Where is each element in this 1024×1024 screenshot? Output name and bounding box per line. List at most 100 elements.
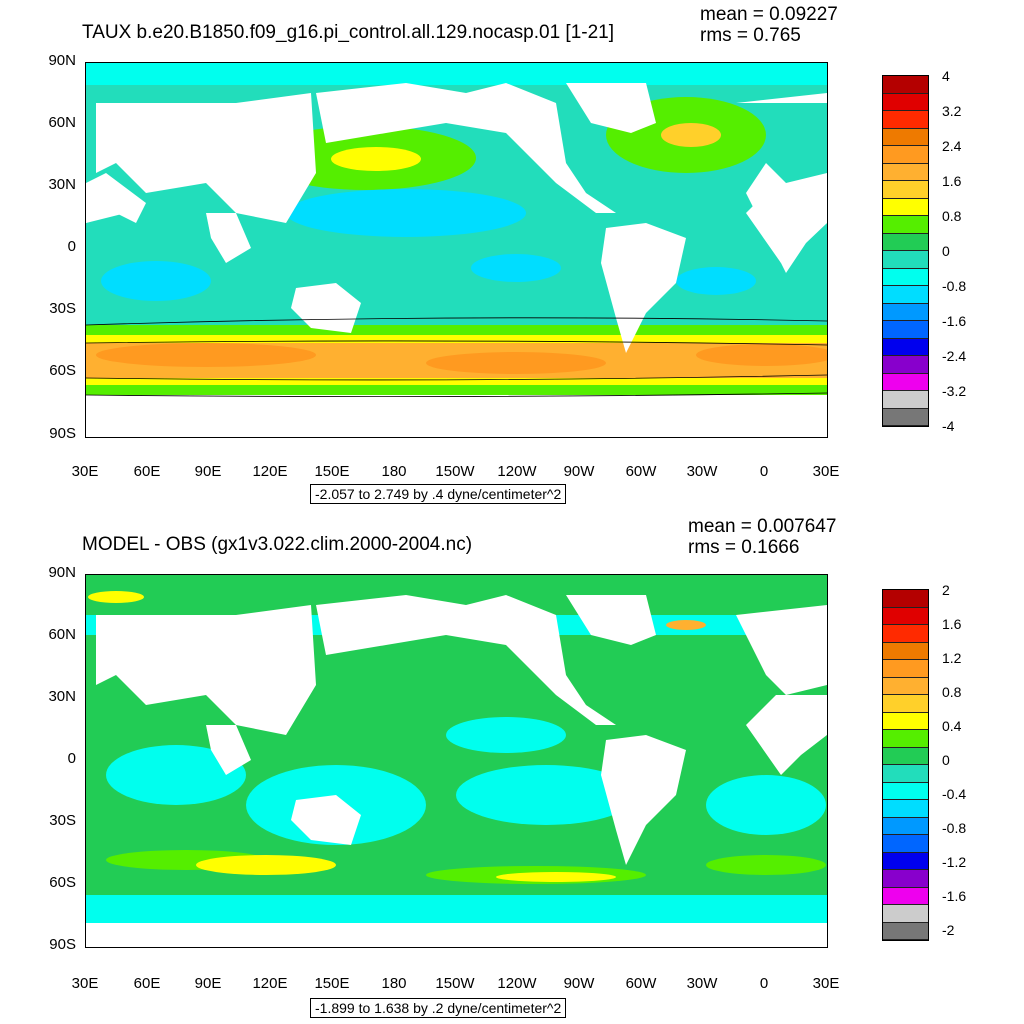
lat-label: 90N — [48, 52, 76, 69]
colorbar-swatch — [883, 76, 928, 94]
colorbar-swatch — [883, 817, 928, 835]
colorbar-swatch — [883, 905, 928, 923]
colorbar-swatch — [883, 922, 928, 940]
lon-label: 0 — [759, 463, 769, 480]
colorbar-swatch — [883, 268, 928, 286]
colorbar-swatch — [883, 321, 928, 339]
lon-label: 60E — [133, 463, 161, 480]
colorbar-label: -2 — [942, 922, 955, 938]
colorbar-swatch — [883, 625, 928, 643]
difference-field-map — [86, 575, 827, 947]
colorbar — [882, 75, 929, 427]
lon-label: 150E — [314, 463, 350, 480]
taux-field-map — [86, 63, 827, 437]
colorbar-swatch — [883, 765, 928, 783]
colorbar-swatch — [883, 233, 928, 251]
colorbar-label: -1.6 — [942, 313, 967, 329]
colorbar-swatch — [883, 198, 928, 216]
colorbar-label: -1.2 — [942, 854, 967, 870]
mean-value: mean = 0.09227 — [700, 4, 838, 25]
colorbar-label: 1.6 — [942, 616, 962, 632]
lon-label: 90E — [194, 463, 222, 480]
colorbar-label: 0 — [942, 243, 950, 259]
lon-label: 60W — [625, 975, 657, 992]
lon-label: 120E — [252, 463, 288, 480]
colorbar-swatch — [883, 93, 928, 111]
lon-label: 90E — [194, 975, 222, 992]
map-plot — [85, 574, 828, 948]
lon-label: 30W — [686, 463, 718, 480]
colorbar-swatch — [883, 747, 928, 765]
colorbar-swatch — [883, 146, 928, 164]
rms-value: rms = 0.1666 — [688, 537, 800, 558]
colorbar-label: 1.2 — [942, 650, 962, 666]
colorbar-label: -1.6 — [942, 888, 967, 904]
lat-label: 0 — [67, 238, 76, 255]
lat-label: 30N — [48, 688, 76, 705]
lat-label: 90S — [49, 425, 76, 442]
lat-label: 30S — [49, 812, 76, 829]
lat-label: 60N — [48, 114, 76, 131]
lat-label: 60S — [49, 362, 76, 379]
lon-label: 30E — [812, 975, 840, 992]
colorbar-label: 1.6 — [942, 173, 962, 189]
lon-label: 30E — [71, 975, 99, 992]
lat-label: 90N — [48, 564, 76, 581]
lat-label: 60N — [48, 626, 76, 643]
colorbar-label: -4 — [942, 418, 955, 434]
colorbar-label: -0.4 — [942, 786, 967, 802]
lat-label: 30S — [49, 300, 76, 317]
colorbar-label: 0.8 — [942, 208, 962, 224]
colorbar-swatch — [883, 870, 928, 888]
lon-label: 180 — [381, 463, 407, 480]
colorbar-label: 0 — [942, 752, 950, 768]
contour-range-label: -1.899 to 1.638 by .2 dyne/centimeter^2 — [310, 998, 567, 1018]
colorbar-swatch — [883, 852, 928, 870]
map-plot — [85, 62, 828, 438]
colorbar-label: 2.4 — [942, 138, 962, 154]
colorbar-swatch — [883, 782, 928, 800]
lon-label: 150W — [435, 975, 475, 992]
colorbar-swatch — [883, 835, 928, 853]
colorbar-label: 2 — [942, 582, 950, 598]
colorbar-swatch — [883, 730, 928, 748]
colorbar-swatch — [883, 695, 928, 713]
lon-label: 60W — [625, 463, 657, 480]
lon-label: 150E — [314, 975, 350, 992]
colorbar-swatch — [883, 286, 928, 304]
lon-label: 180 — [381, 975, 407, 992]
model-obs-panel: MODEL - OBS (gx1v3.022.clim.2000-2004.nc… — [0, 512, 1024, 1024]
colorbar-swatch — [883, 338, 928, 356]
colorbar-swatch — [883, 590, 928, 608]
colorbar-swatch — [883, 163, 928, 181]
colorbar-swatch — [883, 887, 928, 905]
lat-label: 30N — [48, 176, 76, 193]
colorbar-label: 0.8 — [942, 684, 962, 700]
colorbar-swatch — [883, 642, 928, 660]
colorbar-label: -0.8 — [942, 820, 967, 836]
colorbar-label: -2.4 — [942, 348, 967, 364]
lon-label: 60E — [133, 975, 161, 992]
lat-label: 0 — [67, 750, 76, 767]
colorbar-swatch — [883, 607, 928, 625]
colorbar-swatch — [883, 660, 928, 678]
contour-range-label: -2.057 to 2.749 by .4 dyne/centimeter^2 — [310, 484, 567, 504]
colorbar-swatch — [883, 373, 928, 391]
colorbar-swatch — [883, 408, 928, 426]
colorbar-swatch — [883, 677, 928, 695]
lon-label: 30E — [71, 463, 99, 480]
colorbar-swatch — [883, 800, 928, 818]
panel-title: MODEL - OBS (gx1v3.022.clim.2000-2004.nc… — [82, 534, 473, 555]
lat-label: 90S — [49, 936, 76, 953]
colorbar-swatch — [883, 111, 928, 129]
lon-label: 120W — [497, 463, 537, 480]
lon-label: 0 — [759, 975, 769, 992]
colorbar-swatch — [883, 303, 928, 321]
colorbar-swatch — [883, 391, 928, 409]
colorbar-label: -3.2 — [942, 383, 967, 399]
lon-label: 120E — [252, 975, 288, 992]
colorbar-label: 0.4 — [942, 718, 962, 734]
colorbar-swatch — [883, 712, 928, 730]
colorbar-swatch — [883, 216, 928, 234]
colorbar-swatch — [883, 356, 928, 374]
